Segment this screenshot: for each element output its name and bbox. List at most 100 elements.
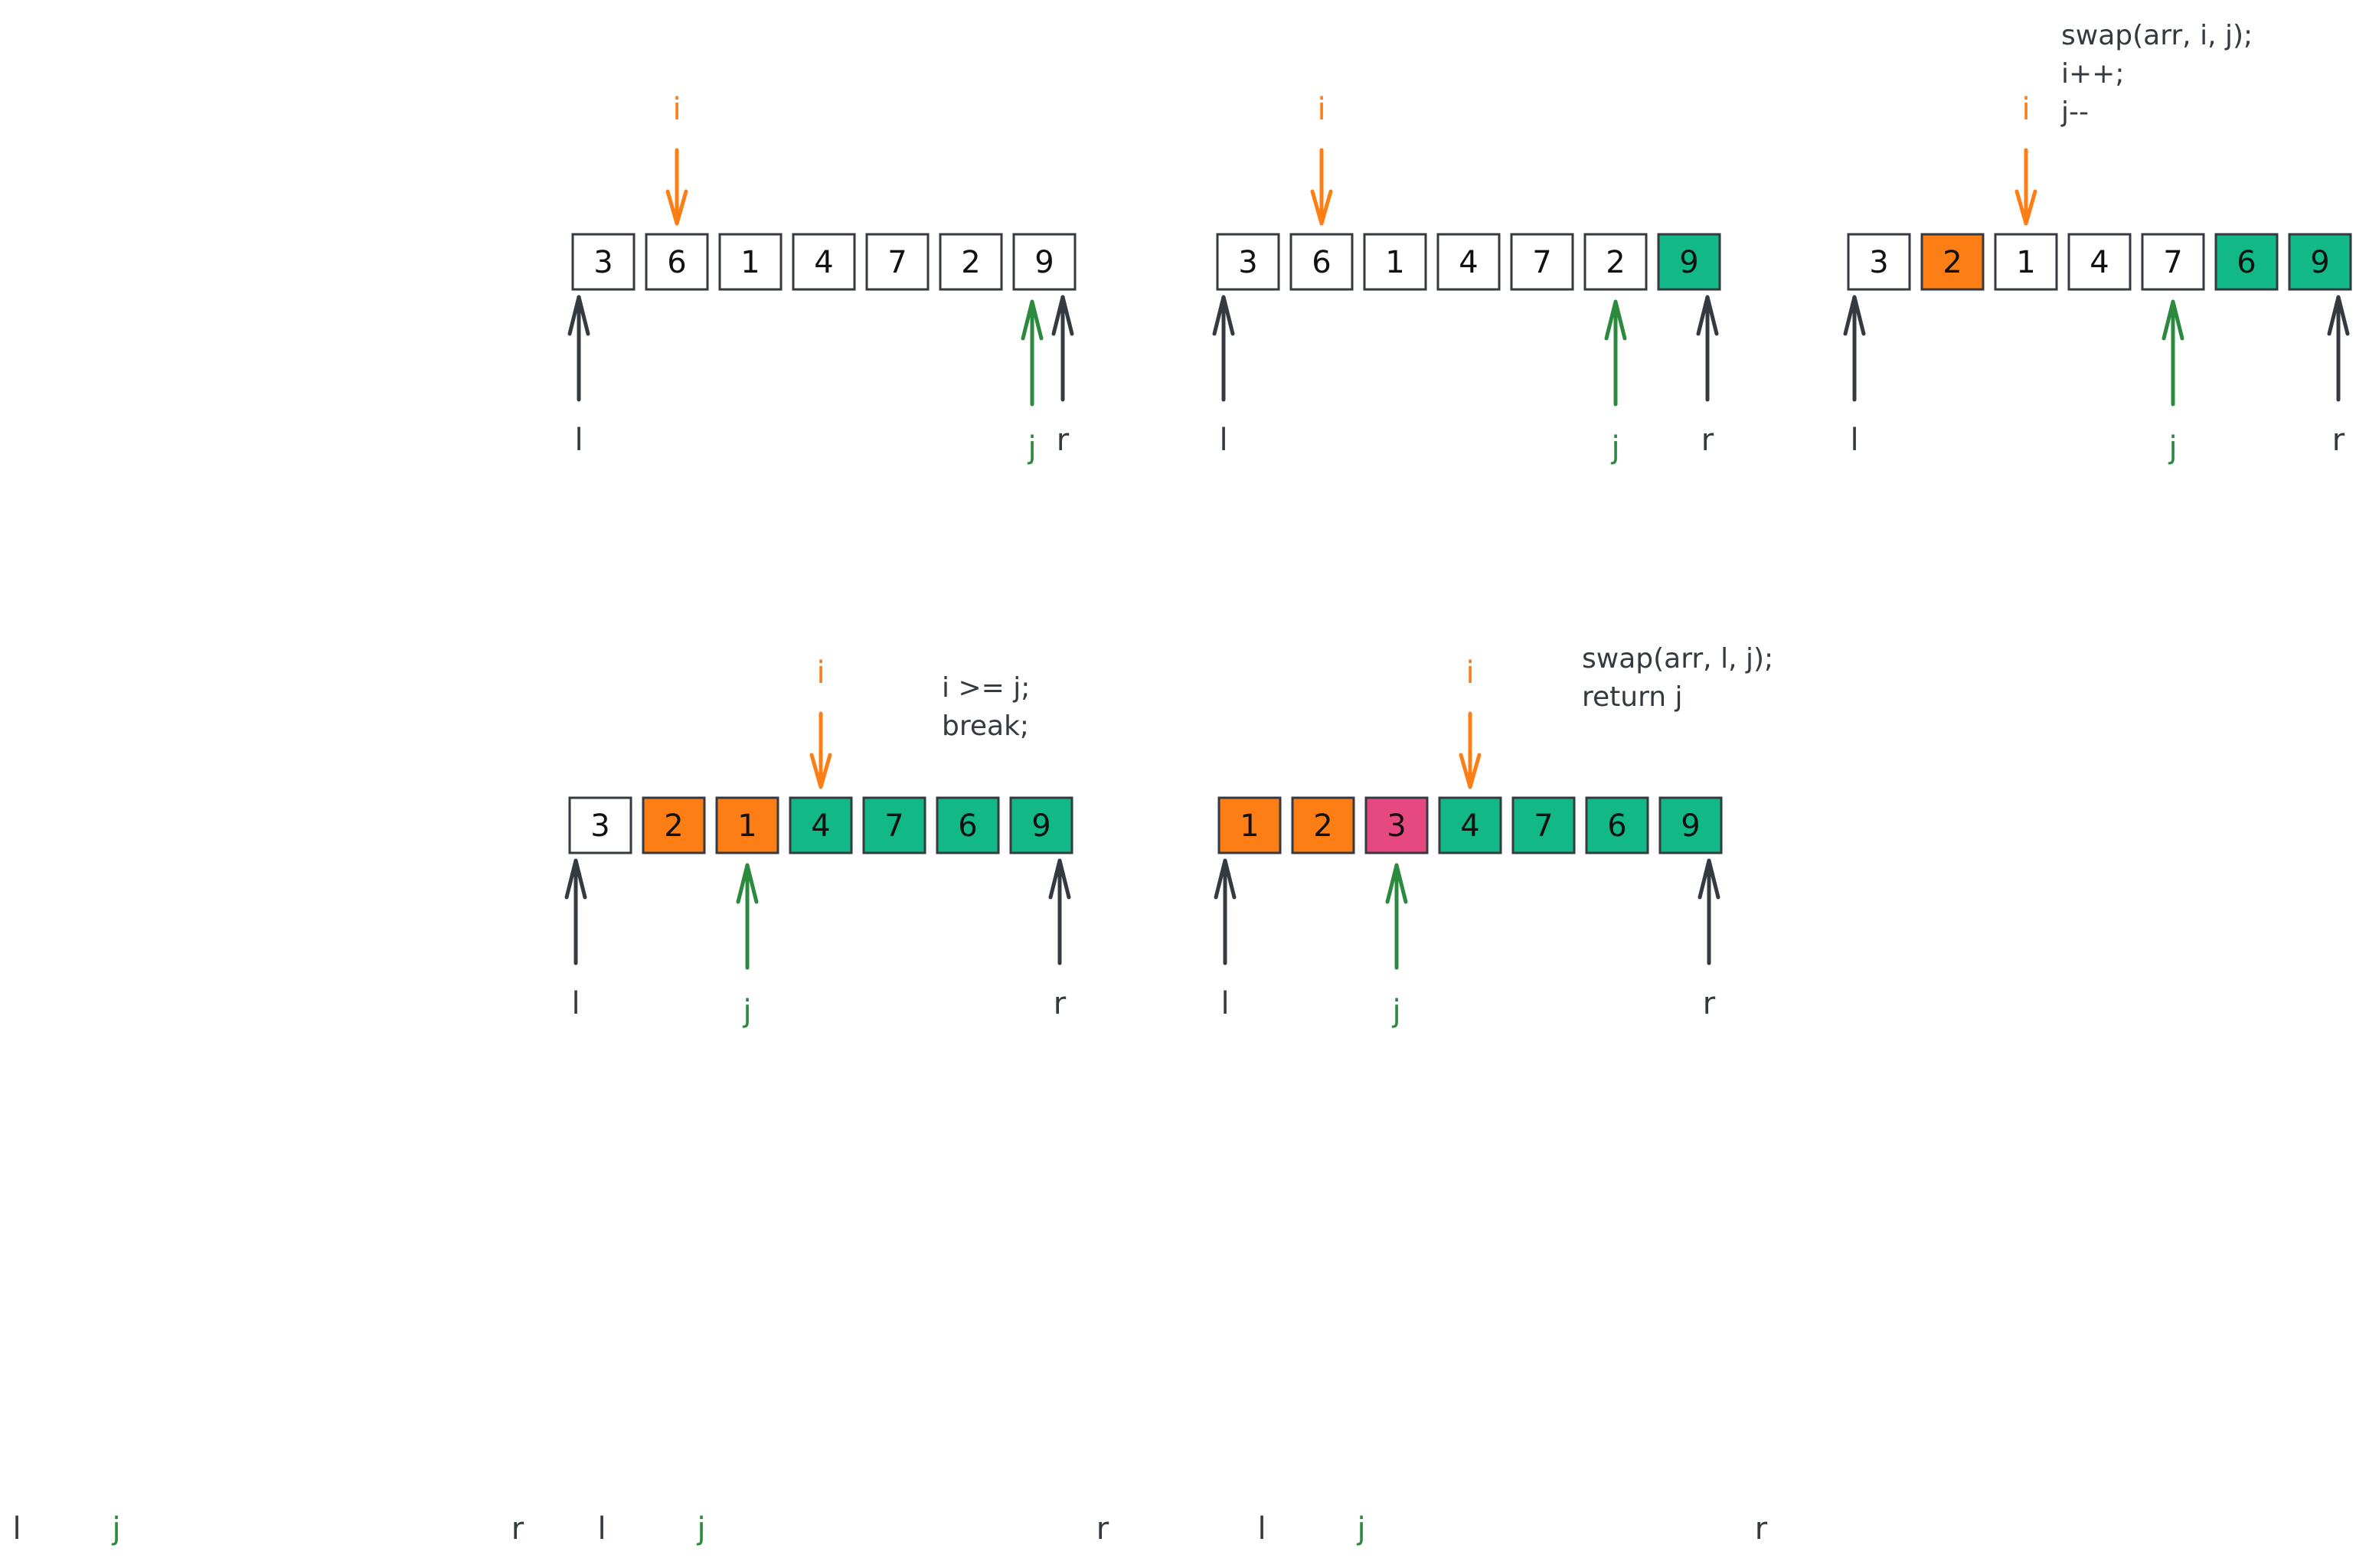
array-cell: 3: [1364, 796, 1429, 854]
code-note-line: j--: [2060, 96, 2089, 128]
arrow-head: [567, 295, 590, 336]
cell-value: 9: [1679, 245, 1698, 280]
pointer-i-arrow: [2014, 148, 2037, 226]
footer-label: r: [511, 1511, 524, 1547]
partition-step-1: 3 6 1 4 7 2 9 i l rj: [567, 92, 1077, 466]
cell-value: 1: [740, 245, 760, 280]
pointer-i-label: i: [672, 92, 681, 127]
pointer-j-arrow: [1385, 863, 1408, 970]
pointer-i-label: i: [816, 655, 825, 691]
array-cell: 7: [2141, 233, 2205, 291]
array-cell: 1: [718, 233, 783, 291]
cell-value: 4: [814, 245, 833, 280]
pointer-l-arrow: [1214, 858, 1237, 965]
arrow-head: [2327, 295, 2350, 336]
pointer-j-label: j: [742, 994, 751, 1029]
cell-value: 6: [1312, 245, 1331, 280]
cell-value: 6: [667, 245, 686, 280]
cell-box: [1012, 233, 1077, 291]
array-cell: 6: [1289, 233, 1354, 291]
cell-value: 3: [593, 245, 613, 280]
pointer-r-arrow: [1696, 295, 1719, 402]
cell-value: 1: [1240, 808, 1259, 844]
array-cell: 4: [792, 233, 856, 291]
pointer-i-arrow: [809, 711, 832, 789]
pointer-j-label: j: [2168, 430, 2177, 466]
cell-box: [1583, 233, 1648, 291]
footer-label: j: [1356, 1511, 1365, 1547]
cell-box: [1289, 233, 1354, 291]
cell-box: [939, 233, 1003, 291]
pointer-j-arrow: [1021, 299, 1044, 407]
pointer-l-label: l: [571, 986, 580, 1021]
code-note-line: i++;: [2061, 58, 2124, 90]
pointer-j-label: j: [1027, 430, 1036, 466]
cell-value: 9: [2310, 245, 2329, 280]
pointer-r-label: r: [1701, 423, 1714, 458]
pointer-l-arrow: [564, 858, 587, 965]
cell-value: 2: [961, 245, 980, 280]
array-cell: 3: [1847, 233, 1911, 291]
cell-value: 3: [1869, 245, 1888, 280]
array-cell: 6: [645, 233, 709, 291]
footer-label: l: [1257, 1511, 1266, 1547]
cell-box: [1009, 796, 1073, 854]
cell-box: [2288, 233, 2352, 291]
arrow-head: [1214, 858, 1237, 900]
cell-box: [1657, 233, 1721, 291]
array-cell: 9: [1658, 796, 1723, 854]
arrow-head: [1696, 295, 1719, 336]
pointer-j-arrow: [736, 863, 759, 970]
array-cell: 6: [936, 796, 1000, 854]
cell-box: [865, 233, 930, 291]
cell-value: 9: [1031, 808, 1051, 844]
arrow-head: [2014, 189, 2037, 226]
footer-label: r: [1096, 1511, 1109, 1547]
cell-value: 3: [1387, 808, 1406, 844]
cell-value: 4: [2090, 245, 2109, 280]
code-note-line: swap(arr, l, j);: [1582, 643, 1773, 675]
code-note-line: swap(arr, i, j);: [2061, 20, 2253, 51]
array-cell: 6: [2214, 233, 2279, 291]
array-cell: 1: [1363, 233, 1427, 291]
arrow-head: [665, 189, 688, 226]
pointer-j-arrow: [1604, 299, 1627, 407]
cell-box: [568, 796, 632, 854]
pointer-l-label: l: [574, 423, 583, 458]
pointer-j-arrow: [2162, 299, 2184, 407]
cell-box: [1658, 796, 1723, 854]
pointer-l-label: l: [1220, 986, 1229, 1021]
cell-box: [1994, 233, 2058, 291]
arrow-head: [564, 858, 587, 900]
cell-box: [1217, 796, 1282, 854]
array-cell: 9: [1009, 796, 1073, 854]
cell-box: [2214, 233, 2279, 291]
pointer-l-arrow: [1843, 295, 1866, 402]
pointer-r-label: r: [1057, 423, 1070, 458]
cell-box: [1511, 796, 1576, 854]
array-cell: 7: [1510, 233, 1574, 291]
partition-step-3: 3 2 1 4 7 6 9 i l r j swap(arr, i, j); i++; j--: [1843, 20, 2352, 466]
arrow-head: [1310, 189, 1333, 226]
code-note-line: break;: [942, 710, 1029, 742]
pointer-j-label: j: [1391, 994, 1400, 1029]
pointer-j-label: j: [1610, 430, 1619, 466]
array-cell: 1: [715, 796, 779, 854]
pointer-i-label: i: [1466, 655, 1474, 691]
arrow-head: [1843, 295, 1866, 336]
array-cell: 3: [568, 796, 632, 854]
cell-value: 7: [2163, 245, 2182, 280]
array-cell: 6: [1585, 796, 1649, 854]
cell-value: 2: [664, 808, 683, 844]
array-cell: 3: [1216, 233, 1280, 291]
cell-value: 7: [1534, 808, 1553, 844]
cell-value: 4: [1460, 808, 1479, 844]
pointer-l-arrow: [1212, 295, 1235, 402]
cell-box: [718, 233, 783, 291]
footer-label: r: [1755, 1511, 1768, 1547]
cell-box: [1436, 233, 1501, 291]
cell-value: 4: [811, 808, 830, 844]
cell-value: 1: [1385, 245, 1404, 280]
cell-box: [1510, 233, 1574, 291]
